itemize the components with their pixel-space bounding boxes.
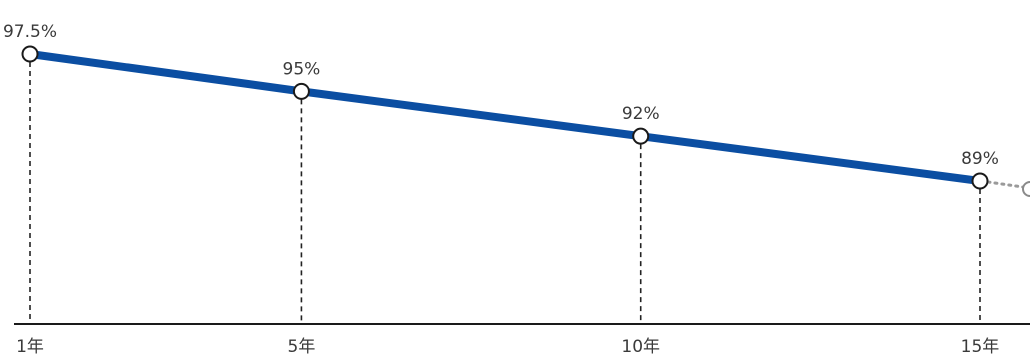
series-line-group bbox=[26, 50, 984, 185]
drop-lines bbox=[29, 62, 981, 324]
x-tick-label-15: 15年 bbox=[961, 337, 1000, 356]
data-point-5 bbox=[292, 82, 310, 100]
data-labels: 97.5% 95% 92% 89% bbox=[3, 22, 999, 169]
series-line bbox=[26, 50, 984, 185]
data-point-10 bbox=[632, 127, 650, 145]
x-tick-label-10: 10年 bbox=[621, 337, 660, 356]
data-point-15 bbox=[971, 172, 989, 190]
x-tick-label-5: 5年 bbox=[288, 337, 316, 356]
continuation-marker bbox=[1022, 181, 1030, 197]
data-label-5: 95% bbox=[283, 59, 321, 79]
data-label-10: 92% bbox=[622, 104, 660, 124]
data-point-1 bbox=[21, 45, 39, 63]
data-label-1: 97.5% bbox=[3, 22, 57, 42]
data-label-15: 89% bbox=[961, 149, 999, 169]
x-tick-label-1: 1年 bbox=[16, 337, 44, 356]
data-markers bbox=[21, 45, 989, 190]
x-tick-labels: 1年 5年 10年 15年 bbox=[16, 337, 999, 356]
